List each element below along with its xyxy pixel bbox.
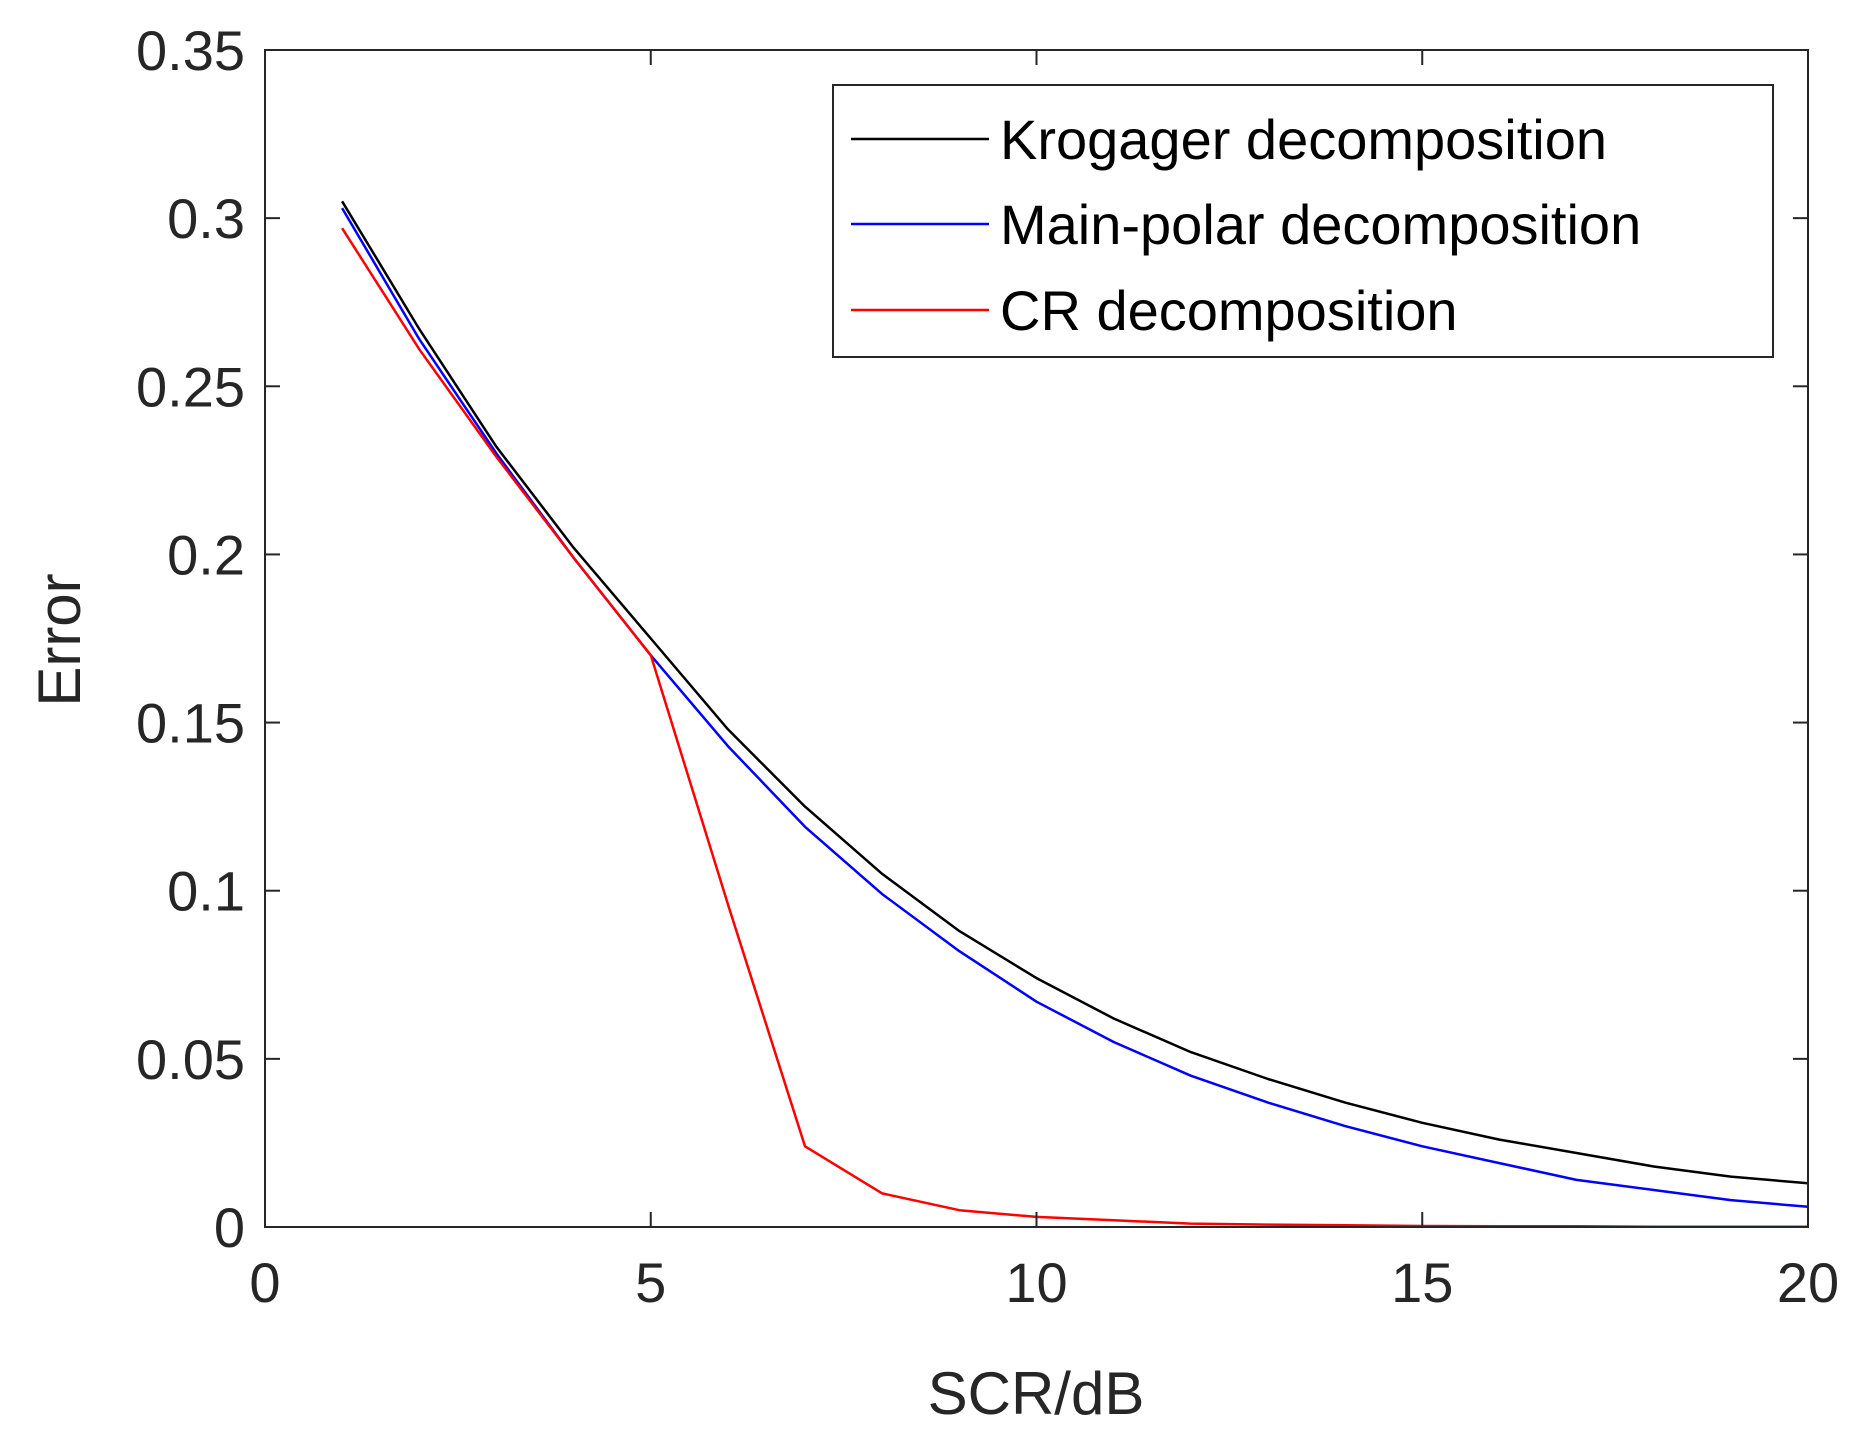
y-tick-label: 0.2 <box>167 523 245 586</box>
x-tick-label: 20 <box>1777 1251 1839 1314</box>
x-axis-title: SCR/dB <box>928 1360 1145 1427</box>
y-tick-label: 0.35 <box>136 19 245 82</box>
legend-label-main-polar: Main-polar decomposition <box>1000 193 1641 256</box>
legend: Krogager decomposition Main-polar decomp… <box>832 84 1774 358</box>
legend-box <box>832 84 1774 358</box>
y-tick-label: 0.25 <box>136 355 245 418</box>
x-tick-labels: 0 5 10 15 20 <box>249 1251 1839 1314</box>
legend-label-krogager: Krogager decomposition <box>1000 108 1607 171</box>
ticks-layer <box>264 49 1809 1228</box>
x-tick-label: 15 <box>1391 1251 1453 1314</box>
y-tick-label: 0.05 <box>136 1028 245 1091</box>
y-tick-label: 0.1 <box>167 860 245 923</box>
x-tick-label: 0 <box>249 1251 280 1314</box>
y-tick-label: 0.3 <box>167 187 245 250</box>
y-tick-label: 0.15 <box>136 692 245 755</box>
x-tick-label: 5 <box>635 1251 666 1314</box>
y-axis-title: Error <box>26 573 93 706</box>
y-tick-label: 0 <box>214 1196 245 1259</box>
x-tick-label: 10 <box>1005 1251 1067 1314</box>
series-line-krogager <box>341 200 1809 1185</box>
legend-label-cr: CR decomposition <box>1000 279 1458 342</box>
y-tick-labels: 0 0.05 0.1 0.15 0.2 0.25 0.3 0.35 <box>136 19 245 1259</box>
